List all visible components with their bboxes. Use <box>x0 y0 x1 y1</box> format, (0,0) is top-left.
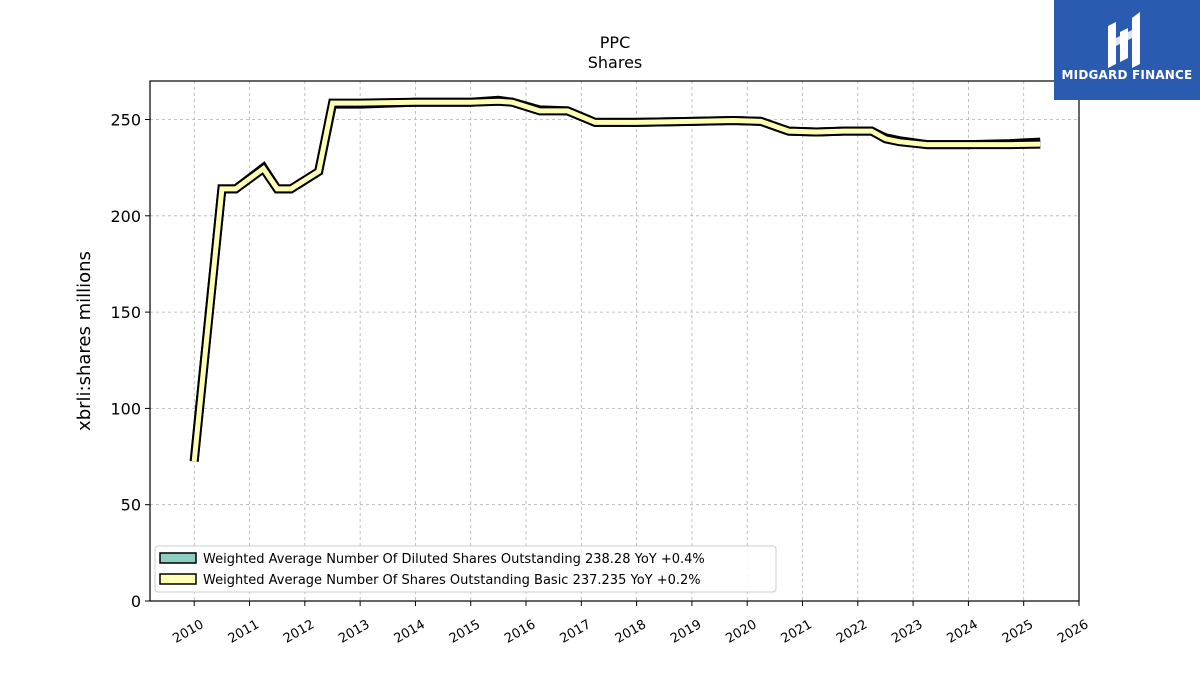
x-tick-label: 2018 <box>613 617 649 647</box>
logo-text: MIDGARD FINANCE <box>1061 68 1193 82</box>
plot-frame <box>149 80 1080 602</box>
x-tick-label: 2024 <box>945 617 981 647</box>
chart-title: PPC <box>600 33 630 52</box>
legend-box <box>154 545 777 593</box>
x-tick-label: 2020 <box>723 617 759 647</box>
y-axis: 0 50 100 150 200 250 <box>110 111 150 611</box>
x-tick-label: 2014 <box>392 617 428 647</box>
chart-subtitle: Shares <box>588 53 643 72</box>
y-axis-label: xbrli:shares millions <box>74 251 95 431</box>
legend-swatch-basic <box>159 573 197 585</box>
x-tick-label: 2022 <box>834 617 870 647</box>
legend-label-diluted: Weighted Average Number Of Diluted Share… <box>203 552 705 567</box>
y-tick-label: 150 <box>110 303 141 322</box>
x-tick-label: 2017 <box>557 617 593 647</box>
x-tick-label: 2019 <box>668 617 704 647</box>
legend: Weighted Average Number Of Diluted Share… <box>154 545 777 593</box>
legend-label-basic: Weighted Average Number Of Shares Outsta… <box>203 573 701 588</box>
y-tick-label: 0 <box>131 592 141 611</box>
series-line-basic <box>191 98 1041 462</box>
y-tick-label: 250 <box>110 111 141 130</box>
x-tick-label: 2013 <box>336 617 372 647</box>
x-tick-label: 2026 <box>1055 617 1091 647</box>
x-tick-label: 2016 <box>502 617 538 647</box>
logo-mark-icon <box>1108 12 1140 68</box>
x-tick-label: 2015 <box>447 617 483 647</box>
grid <box>150 81 1080 602</box>
legend-swatch-diluted <box>159 552 197 564</box>
x-tick-label: 2010 <box>170 617 206 647</box>
y-tick-label: 50 <box>121 496 141 515</box>
x-axis: 2010 2011 2012 2013 2014 2015 2016 2017 2018 2019… <box>170 601 1091 647</box>
x-tick-label: 2011 <box>226 617 262 647</box>
x-tick-label: 2023 <box>889 617 925 647</box>
x-tick-label: 2012 <box>281 617 317 647</box>
x-tick-label: 2025 <box>1000 617 1036 647</box>
y-tick-label: 100 <box>110 399 141 418</box>
series-layer <box>189 95 1041 462</box>
y-tick-label: 200 <box>110 207 141 226</box>
midgard-finance-logo: MIDGARD FINANCE <box>1054 0 1200 100</box>
x-tick-label: 2021 <box>779 617 815 647</box>
